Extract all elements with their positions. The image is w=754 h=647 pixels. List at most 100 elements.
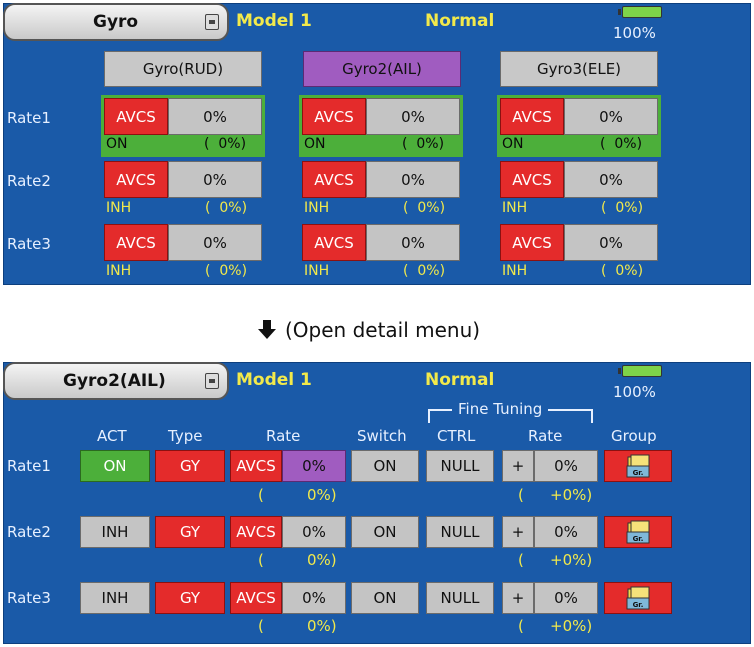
rate1-ft-rate-button[interactable]: 0% — [534, 450, 598, 482]
rate1-ft-paren-open: ( — [518, 486, 524, 504]
gyro-rud-button[interactable]: Gyro(RUD) — [104, 51, 262, 87]
detail-page-title: Gyro2(AIL) — [63, 371, 166, 391]
page-title: Gyro — [93, 12, 139, 32]
rate2-ctrl-button[interactable]: NULL — [426, 516, 494, 548]
title-tab[interactable]: Gyro — [3, 3, 229, 41]
rate2-ail-mode[interactable]: AVCS — [302, 161, 366, 198]
rate1-rud-frame — [101, 95, 265, 157]
detail-battery-icon — [618, 365, 662, 377]
rate1-ele-frame — [497, 95, 661, 157]
detail-model-name: Model 1 — [236, 370, 312, 390]
rate3-ail-status: INH — [304, 263, 330, 279]
rate1-ele-paren: ( 0%) — [600, 136, 643, 152]
rate2-sign-button[interactable]: + — [502, 516, 534, 548]
rate1-rud-paren: ( 0%) — [204, 136, 247, 152]
rate2-rate-button[interactable]: 0% — [282, 516, 346, 548]
gyro3-ele-button[interactable]: Gyro3(ELE) — [500, 51, 658, 87]
detail-condition-name: Normal — [425, 370, 495, 390]
group-icon: Gr. — [626, 454, 650, 478]
rate3-sign-button[interactable]: + — [502, 582, 534, 614]
rate1-type-button[interactable]: GY — [155, 450, 225, 482]
rate2-mode-button[interactable]: AVCS — [230, 516, 282, 548]
rate3-rate-paren-open: ( — [258, 617, 264, 635]
group-icon-text: Gr. — [633, 601, 644, 609]
rate3-group-button[interactable]: Gr. — [604, 582, 672, 614]
rate1-ail-status: ON — [304, 136, 326, 152]
rate3-switch-button[interactable]: ON — [351, 582, 419, 614]
col-type: Type — [168, 427, 203, 445]
rate2-rate-paren-open: ( — [258, 551, 264, 569]
rate2-group-button[interactable]: Gr. — [604, 516, 672, 548]
rate1-ail-mode[interactable]: AVCS — [302, 98, 366, 135]
rate2-ft-paren-open: ( — [518, 551, 524, 569]
rate1-ctrl-button[interactable]: NULL — [426, 450, 494, 482]
rate3-ele-status: INH — [502, 263, 528, 279]
rate1-ele-mode[interactable]: AVCS — [500, 98, 564, 135]
rate2-ft-rate-button[interactable]: 0% — [534, 516, 598, 548]
rate1-rud-status-bar: ON ( 0%) — [104, 135, 262, 155]
rate1-switch-button[interactable]: ON — [351, 450, 419, 482]
rate3-ele-mode[interactable]: AVCS — [500, 224, 564, 261]
rate1-ail-frame — [299, 95, 463, 157]
battery-level: 100% — [613, 24, 656, 42]
rate2-ele-value[interactable]: 0% — [564, 161, 658, 198]
rate1-ele-value[interactable]: 0% — [564, 98, 658, 135]
rate3-ctrl-button[interactable]: NULL — [426, 582, 494, 614]
rate2-ail-paren: ( 0%) — [403, 200, 446, 216]
rate1-rate-paren-open: ( — [258, 486, 264, 504]
rate3-act-button[interactable]: INH — [80, 582, 150, 614]
rate3-rud-mode[interactable]: AVCS — [104, 224, 168, 261]
col-act: ACT — [97, 427, 127, 445]
rate3-rud-status: INH — [106, 263, 132, 279]
rate2-ail-value[interactable]: 0% — [366, 161, 460, 198]
rate1-ele-status: ON — [502, 136, 524, 152]
condition-name: Normal — [425, 11, 495, 31]
rate1-sign-button[interactable]: + — [502, 450, 534, 482]
rate1-label: Rate1 — [7, 109, 51, 127]
rate2-rud-mode[interactable]: AVCS — [104, 161, 168, 198]
rate3-rate-button[interactable]: 0% — [282, 582, 346, 614]
rate3-ft-paren: +0%) — [550, 617, 593, 635]
rate1-ail-status-bar: ON ( 0%) — [302, 135, 460, 155]
model-name: Model 1 — [236, 11, 312, 31]
detail-battery-level: 100% — [613, 383, 656, 401]
rate2-label: Rate2 — [7, 172, 51, 190]
rate3-ail-value[interactable]: 0% — [366, 224, 460, 261]
col-switch: Switch — [357, 427, 407, 445]
rate2-type-button[interactable]: GY — [155, 516, 225, 548]
col-group: Group — [611, 427, 657, 445]
detail-rate3-label: Rate3 — [7, 589, 51, 607]
rate1-mode-button[interactable]: AVCS — [230, 450, 282, 482]
back-icon[interactable] — [205, 14, 219, 30]
col-rate: Rate — [266, 427, 301, 445]
rate1-rud-mode[interactable]: AVCS — [104, 98, 168, 135]
rate3-rud-value[interactable]: 0% — [168, 224, 262, 261]
rate2-rud-value[interactable]: 0% — [168, 161, 262, 198]
detail-rate1-label: Rate1 — [7, 457, 51, 475]
rate1-ail-value[interactable]: 0% — [366, 98, 460, 135]
rate3-rud-paren: ( 0%) — [205, 263, 248, 279]
detail-rate2-label: Rate2 — [7, 523, 51, 541]
detail-back-icon[interactable] — [205, 373, 219, 389]
rate3-mode-button[interactable]: AVCS — [230, 582, 282, 614]
rate2-ele-mode[interactable]: AVCS — [500, 161, 564, 198]
caption-text: (Open detail menu) — [285, 318, 481, 342]
rate1-ele-status-bar: ON ( 0%) — [500, 135, 658, 155]
rate1-act-button[interactable]: ON — [80, 450, 150, 482]
rate2-ft-paren: +0%) — [550, 551, 593, 569]
down-arrow-icon — [258, 320, 276, 340]
rate1-rate-paren: 0%) — [307, 486, 337, 504]
rate3-type-button[interactable]: GY — [155, 582, 225, 614]
rate2-act-button[interactable]: INH — [80, 516, 150, 548]
rate3-ft-rate-button[interactable]: 0% — [534, 582, 598, 614]
rate3-ele-value[interactable]: 0% — [564, 224, 658, 261]
rate3-ail-mode[interactable]: AVCS — [302, 224, 366, 261]
fine-tuning-label: Fine Tuning — [452, 400, 549, 418]
gyro2-ail-button[interactable]: Gyro2(AIL) — [303, 51, 461, 87]
rate1-group-button[interactable]: Gr. — [604, 450, 672, 482]
rate1-rate-button[interactable]: 0% — [282, 450, 346, 482]
rate1-rud-value[interactable]: 0% — [168, 98, 262, 135]
detail-title-tab[interactable]: Gyro2(AIL) — [3, 362, 229, 400]
rate2-switch-button[interactable]: ON — [351, 516, 419, 548]
rate2-rud-status: INH — [106, 200, 132, 216]
